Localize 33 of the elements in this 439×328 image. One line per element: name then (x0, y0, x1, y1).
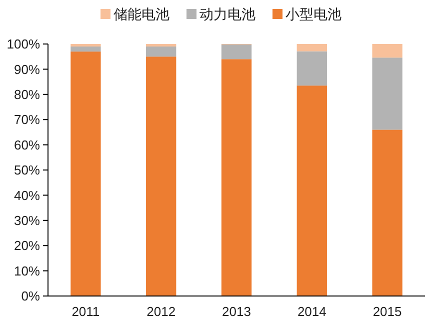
bar (372, 58, 402, 130)
bar (296, 51, 327, 86)
bar (372, 44, 402, 58)
bar (296, 86, 327, 296)
bar (146, 44, 176, 47)
x-tick-label: 2014 (297, 304, 326, 319)
y-tick-label: 0% (21, 288, 40, 304)
bar (146, 46, 176, 57)
x-tick-label: 2015 (372, 304, 402, 319)
bar (70, 46, 101, 52)
y-tick-label: 50% (14, 162, 40, 178)
x-tick-label: 2012 (146, 304, 176, 319)
bar (221, 59, 252, 296)
y-tick-label: 70% (14, 112, 40, 128)
y-tick-label: 40% (14, 188, 40, 203)
y-tick-label: 100% (6, 36, 40, 52)
bar (70, 44, 101, 47)
legend-label: 小型电池 (286, 6, 342, 22)
legend-label: 储能电池 (114, 6, 170, 22)
y-tick-label: 90% (14, 62, 40, 77)
y-tick-label: 60% (14, 137, 40, 152)
bar (221, 44, 252, 60)
y-tick-label: 10% (14, 263, 40, 278)
bar (70, 52, 101, 296)
x-tick-label: 2013 (222, 304, 251, 319)
y-tick-label: 20% (14, 238, 40, 254)
bar (146, 56, 176, 296)
x-tick-label: 2011 (72, 304, 100, 319)
legend-label: 动力电池 (200, 6, 256, 22)
y-tick-label: 80% (14, 86, 40, 102)
bar (296, 44, 327, 52)
bar (372, 130, 402, 296)
y-tick-label: 30% (14, 212, 40, 228)
